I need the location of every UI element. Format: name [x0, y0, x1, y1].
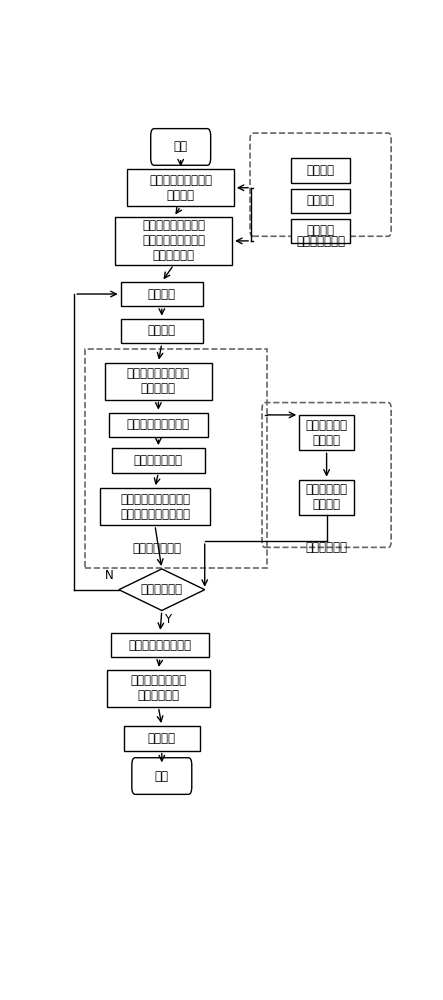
Bar: [120, 282, 203, 306]
Bar: [120, 319, 203, 343]
Bar: [109, 413, 208, 437]
Bar: [124, 726, 199, 751]
Text: 将档案中拥挤度最低的
非支配解选为猎物位置: 将档案中拥挤度最低的 非支配解选为猎物位置: [120, 493, 190, 521]
FancyBboxPatch shape: [132, 758, 192, 794]
Text: 输出存储的非支配解: 输出存储的非支配解: [128, 639, 191, 652]
Text: 存储、更新档案: 存储、更新档案: [134, 454, 183, 467]
Bar: [111, 633, 209, 657]
Bar: [299, 415, 354, 450]
Text: 执行约束非支配排序: 执行约束非支配排序: [127, 418, 190, 431]
Text: 开始: 开始: [174, 140, 188, 153]
Text: 目标函数: 目标函数: [307, 164, 334, 177]
Polygon shape: [119, 569, 205, 610]
Text: 多目标优化模型: 多目标优化模型: [296, 235, 345, 248]
Bar: [112, 448, 205, 473]
Bar: [291, 158, 350, 183]
Text: 开始迭代: 开始迭代: [148, 288, 176, 301]
FancyBboxPatch shape: [151, 129, 211, 165]
Bar: [85, 349, 267, 568]
Text: 计算所有海鸥个体的
目标函数值: 计算所有海鸥个体的 目标函数值: [127, 367, 190, 395]
Text: 系统优化: 系统优化: [148, 732, 176, 745]
Text: 运行策略: 运行策略: [307, 224, 334, 237]
Text: 建立冷热电联供系统
设备模型: 建立冷热电联供系统 设备模型: [149, 174, 212, 202]
Text: 海鸥个体执行
迁徙行为: 海鸥个体执行 迁徙行为: [306, 419, 348, 447]
Text: N: N: [105, 569, 114, 582]
Bar: [100, 488, 210, 525]
Text: 检查边界: 检查边界: [148, 324, 176, 337]
Bar: [299, 480, 354, 515]
Bar: [291, 189, 350, 213]
Text: 位置更新过程: 位置更新过程: [306, 541, 348, 554]
Text: 海鸥个体执行
攻击行为: 海鸥个体执行 攻击行为: [306, 483, 348, 511]
Text: 约束条件: 约束条件: [307, 194, 334, 207]
Bar: [291, 219, 350, 243]
Text: 初始化多目标海鸥优
化算法参数、冷热电
联供系统参数: 初始化多目标海鸥优 化算法参数、冷热电 联供系统参数: [142, 219, 205, 262]
Text: 结束: 结束: [155, 770, 169, 783]
Text: Y: Y: [164, 613, 171, 626]
Text: 使用优劣解距离法
决策出最优解: 使用优劣解距离法 决策出最优解: [130, 674, 187, 702]
Bar: [107, 670, 210, 707]
Bar: [128, 169, 234, 206]
Text: 满足终止条件: 满足终止条件: [141, 583, 183, 596]
Bar: [116, 217, 232, 265]
Text: 排序和档案更新: 排序和档案更新: [132, 542, 181, 555]
Bar: [105, 363, 212, 400]
